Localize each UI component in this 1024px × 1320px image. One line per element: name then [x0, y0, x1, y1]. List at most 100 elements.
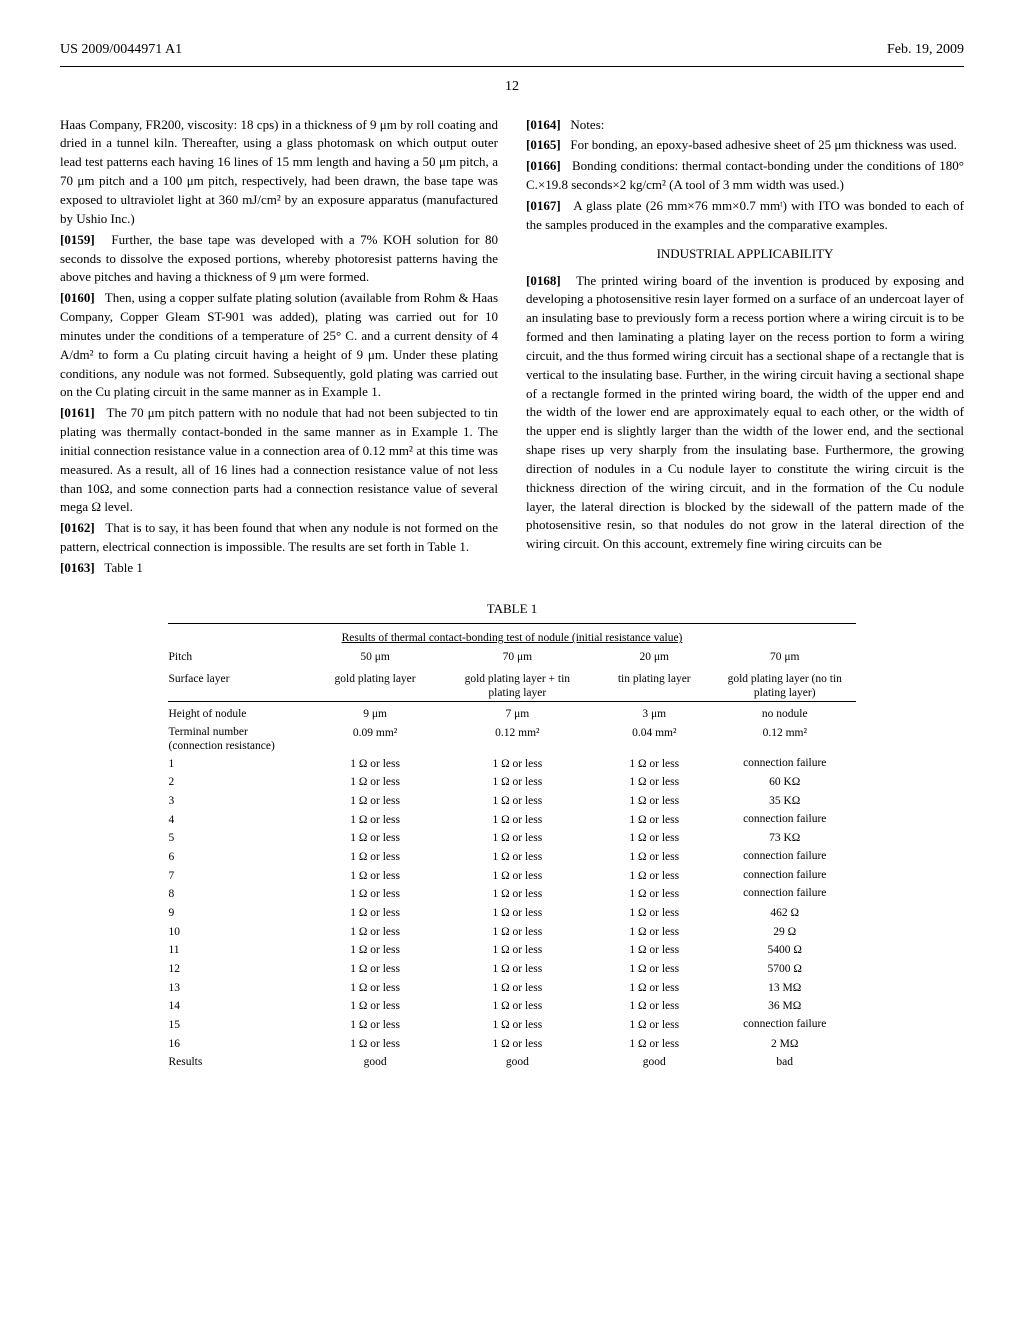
paragraph-0167: [0167] A glass plate (26 mm×76 mm×0.7 mm… [526, 197, 964, 235]
intro-paragraph: Haas Company, FR200, viscosity: 18 cps) … [60, 116, 498, 229]
table-subtitle: Results of thermal contact-bonding test … [342, 632, 683, 644]
table-head2-col2: gold plating layer + tin plating layer [440, 671, 594, 702]
table-cell: 5400 Ω [714, 941, 856, 960]
para-text: Bonding conditions: thermal contact-bond… [526, 158, 964, 192]
page-header: US 2009/0044971 A1 Feb. 19, 2009 [60, 40, 964, 60]
table-cell: 29 Ω [714, 923, 856, 942]
para-text: That is to say, it has been found that w… [60, 520, 498, 554]
table-head2-col3: tin plating layer [595, 671, 714, 702]
table-cell: connection failure [714, 848, 856, 867]
table-head2-col1: gold plating layer [310, 671, 440, 702]
table-cell: 16 [168, 1035, 310, 1054]
table-cell: 1 Ω or less [310, 960, 440, 979]
table-cell: connection failure [714, 885, 856, 904]
table-cell: bad [714, 1053, 856, 1072]
table-title: TABLE 1 [60, 600, 964, 619]
table-row: Height of nodule 9 μm 7 μm 3 μm no nodul… [168, 702, 855, 724]
para-text: Notes: [570, 117, 604, 132]
para-text: Table 1 [104, 560, 142, 575]
table-cell: 3 μm [595, 702, 714, 724]
table-head-pitch: Pitch [168, 648, 310, 667]
paragraph-0162: [0162] That is to say, it has been found… [60, 519, 498, 557]
table-cell: 1 Ω or less [440, 979, 594, 998]
table-cell: 3 [168, 792, 310, 811]
table-row: 71 Ω or less1 Ω or less1 Ω or lessconnec… [168, 867, 855, 886]
table-cell: 1 Ω or less [310, 755, 440, 774]
table-cell: good [310, 1053, 440, 1072]
table-cell: 1 Ω or less [595, 904, 714, 923]
table-cell: 15 [168, 1016, 310, 1035]
table-cell: 13 MΩ [714, 979, 856, 998]
table-cell: 1 Ω or less [595, 885, 714, 904]
table-head-col3: 20 μm [595, 648, 714, 667]
table-cell: 1 Ω or less [310, 1035, 440, 1054]
table-row: 41 Ω or less1 Ω or less1 Ω or lessconnec… [168, 811, 855, 830]
table-row: 61 Ω or less1 Ω or less1 Ω or lessconnec… [168, 848, 855, 867]
para-number: [0159] [60, 232, 95, 247]
paragraph-0166: [0166] Bonding conditions: thermal conta… [526, 157, 964, 195]
table-cell: good [440, 1053, 594, 1072]
table-row: 121 Ω or less1 Ω or less1 Ω or less5700 … [168, 960, 855, 979]
table-cell: Results [168, 1053, 310, 1072]
table-row: Terminal number (connection resistance) … [168, 724, 855, 755]
table-cell: 35 KΩ [714, 792, 856, 811]
para-number: [0162] [60, 520, 95, 535]
table-cell: 1 Ω or less [310, 923, 440, 942]
table-cell: 7 [168, 867, 310, 886]
table-cell: 462 Ω [714, 904, 856, 923]
table-cell: 0.12 mm² [714, 724, 856, 755]
table-head2-col4: gold plating layer (no tin plating layer… [714, 671, 856, 702]
table-cell: connection failure [714, 811, 856, 830]
para-text: For bonding, an epoxy-based adhesive she… [570, 137, 956, 152]
table-cell: 12 [168, 960, 310, 979]
table-row: 151 Ω or less1 Ω or less1 Ω or lessconne… [168, 1016, 855, 1035]
paragraph-0164: [0164] Notes: [526, 116, 964, 135]
table-cell: 14 [168, 997, 310, 1016]
table-cell: 1 Ω or less [595, 1016, 714, 1035]
table-cell: 1 Ω or less [595, 792, 714, 811]
table-cell: 60 KΩ [714, 773, 856, 792]
table-cell: 1 Ω or less [440, 848, 594, 867]
table-cell: 1 Ω or less [440, 941, 594, 960]
table-cell: 1 Ω or less [310, 885, 440, 904]
table-cell: 2 MΩ [714, 1035, 856, 1054]
table-cell: connection failure [714, 755, 856, 774]
table-cell: no nodule [714, 702, 856, 724]
table-cell: 0.12 mm² [440, 724, 594, 755]
table-cell: 0.09 mm² [310, 724, 440, 755]
paragraph-0165: [0165] For bonding, an epoxy-based adhes… [526, 136, 964, 155]
table-cell: 11 [168, 941, 310, 960]
header-rule [60, 66, 964, 67]
table-cell: 1 Ω or less [440, 1016, 594, 1035]
paragraph-0161: [0161] The 70 μm pitch pattern with no n… [60, 404, 498, 517]
table-cell: 10 [168, 923, 310, 942]
table-cell: 1 Ω or less [595, 848, 714, 867]
table-cell: 1 Ω or less [440, 960, 594, 979]
table-cell: 6 [168, 848, 310, 867]
table-cell: 2 [168, 773, 310, 792]
left-column: Haas Company, FR200, viscosity: 18 cps) … [60, 116, 498, 580]
table-cell: 0.04 mm² [595, 724, 714, 755]
table-cell: 1 Ω or less [310, 811, 440, 830]
table-cell: 1 Ω or less [595, 755, 714, 774]
table-head-col1: 50 μm [310, 648, 440, 667]
para-number: [0167] [526, 198, 561, 213]
para-number: [0160] [60, 290, 95, 305]
table-cell: 1 Ω or less [310, 773, 440, 792]
table-cell: 13 [168, 979, 310, 998]
table-cell: 5 [168, 829, 310, 848]
table-cell: good [595, 1053, 714, 1072]
table-cell: 1 Ω or less [595, 811, 714, 830]
paragraph-0159: [0159] Further, the base tape was develo… [60, 231, 498, 288]
body-columns: Haas Company, FR200, viscosity: 18 cps) … [60, 116, 964, 580]
table-head-surface: Surface layer [168, 671, 310, 702]
table-row: 131 Ω or less1 Ω or less1 Ω or less13 MΩ [168, 979, 855, 998]
para-number: [0165] [526, 137, 561, 152]
results-table: Results of thermal contact-bonding test … [168, 623, 855, 1072]
table-cell: 1 Ω or less [310, 904, 440, 923]
para-text: Then, using a copper sulfate plating sol… [60, 290, 498, 399]
table-cell: 1 Ω or less [595, 923, 714, 942]
table-row: 141 Ω or less1 Ω or less1 Ω or less36 MΩ [168, 997, 855, 1016]
para-text: A glass plate (26 mm×76 mm×0.7 mmᵗ) with… [526, 198, 964, 232]
table-cell: 9 μm [310, 702, 440, 724]
